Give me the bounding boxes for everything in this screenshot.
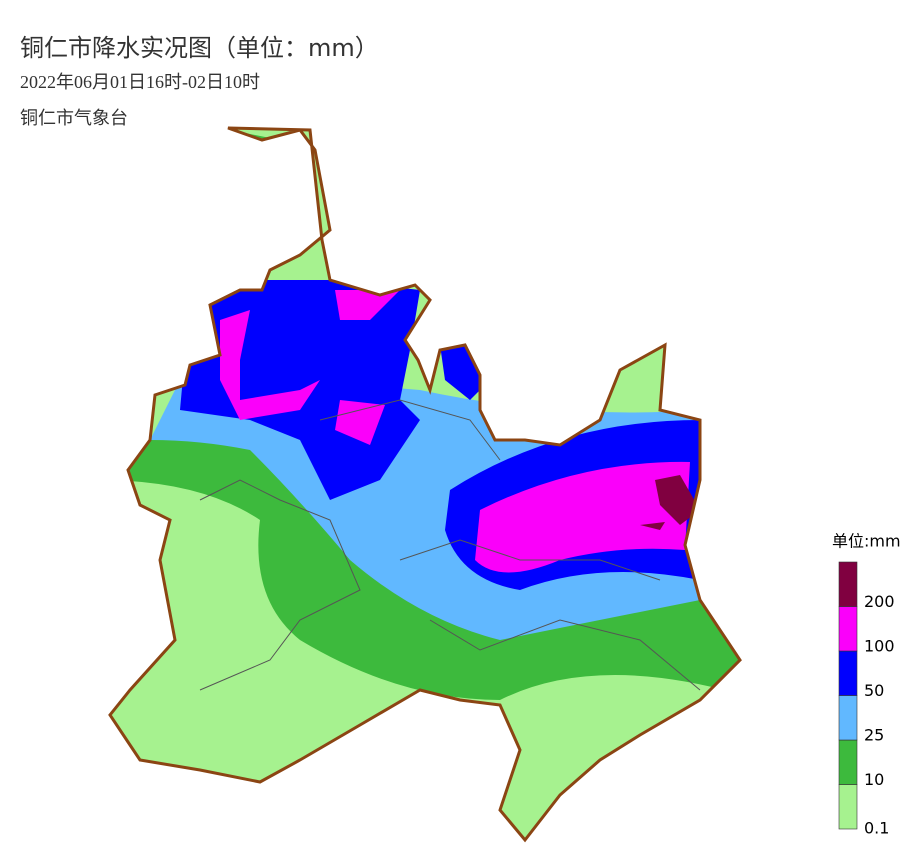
legend-swatch: [838, 561, 858, 607]
rain-fill: [110, 128, 740, 840]
legend-swatch: [838, 784, 858, 830]
legend-label: 200: [864, 592, 895, 611]
legend-label: 50: [864, 681, 884, 700]
county-borders: [199, 399, 701, 691]
legend: 0.1 10 25 50 100 200: [838, 561, 895, 838]
legend-label: 25: [864, 726, 884, 745]
legend-label: 100: [864, 637, 895, 656]
legend-swatch: [838, 606, 858, 652]
legend-label: 10: [864, 770, 884, 789]
subtitle: 2022年06月01日16时-02日10时: [20, 72, 260, 92]
legend-title: 单位:mm: [832, 532, 901, 551]
legend-swatch: [838, 739, 858, 785]
legend-swatch: [838, 650, 858, 696]
legend-swatch: [838, 695, 858, 741]
legend-label: 0.1: [864, 819, 889, 838]
title: 铜仁市降水实况图（单位：mm）: [20, 34, 379, 62]
agency: 铜仁市气象台: [20, 108, 128, 128]
